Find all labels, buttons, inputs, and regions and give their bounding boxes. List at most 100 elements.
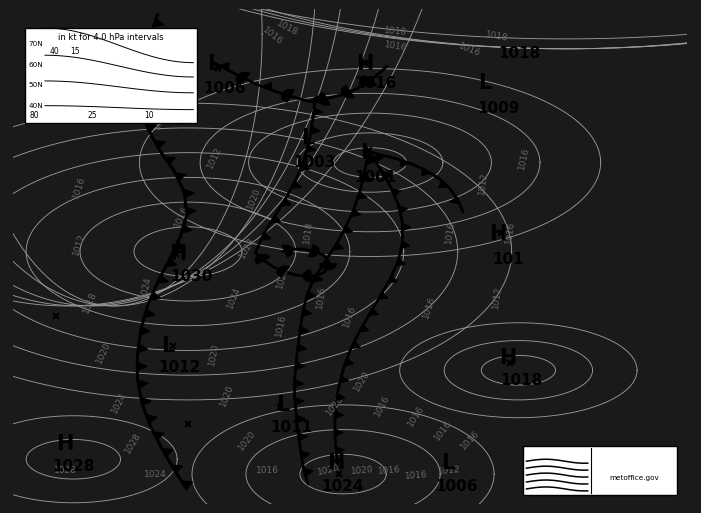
Text: 1016: 1016: [354, 76, 397, 91]
Polygon shape: [164, 157, 175, 164]
Text: L: L: [478, 73, 491, 93]
Polygon shape: [344, 359, 353, 366]
Polygon shape: [313, 108, 322, 115]
Text: 1020: 1020: [352, 369, 372, 393]
Polygon shape: [400, 160, 409, 167]
Wedge shape: [255, 254, 270, 264]
Wedge shape: [362, 76, 377, 87]
Polygon shape: [175, 173, 186, 181]
Polygon shape: [154, 141, 165, 148]
Text: 1020: 1020: [237, 429, 258, 452]
Polygon shape: [154, 19, 164, 27]
Polygon shape: [281, 199, 291, 206]
Wedge shape: [282, 90, 294, 102]
Text: 1006: 1006: [435, 479, 477, 494]
Text: L: L: [301, 128, 314, 148]
Polygon shape: [291, 181, 301, 188]
Polygon shape: [351, 342, 360, 348]
Polygon shape: [421, 169, 430, 175]
Text: 1016: 1016: [458, 429, 481, 452]
Text: 1028: 1028: [54, 466, 76, 475]
Text: 1020: 1020: [350, 465, 374, 476]
Wedge shape: [277, 266, 290, 277]
Text: 10: 10: [144, 111, 154, 120]
Polygon shape: [336, 447, 344, 454]
Text: 1016: 1016: [71, 175, 86, 200]
Text: 1016: 1016: [383, 40, 408, 53]
Text: 1020: 1020: [245, 186, 262, 210]
Text: H: H: [357, 54, 374, 74]
Text: 1016: 1016: [341, 304, 358, 328]
Polygon shape: [186, 207, 196, 215]
Text: 1016: 1016: [377, 465, 401, 476]
Wedge shape: [318, 93, 330, 105]
Polygon shape: [144, 309, 155, 318]
Wedge shape: [283, 245, 293, 256]
Polygon shape: [145, 124, 156, 132]
Text: 1018: 1018: [275, 18, 300, 37]
Polygon shape: [182, 225, 192, 233]
Polygon shape: [360, 325, 369, 332]
Text: 1012: 1012: [206, 145, 224, 170]
Polygon shape: [302, 309, 311, 317]
Polygon shape: [140, 327, 150, 335]
Polygon shape: [335, 429, 343, 436]
Text: 50N: 50N: [29, 83, 43, 88]
Polygon shape: [297, 344, 306, 352]
Text: 1024: 1024: [322, 479, 365, 494]
Text: 1016: 1016: [373, 393, 392, 418]
Text: 1016: 1016: [444, 221, 456, 245]
Polygon shape: [166, 259, 177, 267]
Text: 1012: 1012: [71, 232, 86, 256]
Text: 1011: 1011: [270, 420, 312, 435]
Polygon shape: [296, 362, 305, 370]
Text: 1001: 1001: [354, 170, 397, 185]
Text: 40: 40: [50, 47, 60, 56]
Text: 1016: 1016: [404, 469, 428, 481]
Polygon shape: [261, 233, 271, 240]
Polygon shape: [388, 276, 397, 283]
Wedge shape: [236, 72, 250, 84]
Polygon shape: [182, 481, 193, 489]
Text: 1024: 1024: [144, 469, 167, 479]
Polygon shape: [376, 153, 386, 161]
Text: metoffice.gov: metoffice.gov: [609, 475, 659, 481]
Polygon shape: [366, 156, 376, 164]
Text: 1018: 1018: [302, 221, 314, 245]
Text: H: H: [500, 348, 517, 368]
Text: 1016: 1016: [421, 294, 437, 319]
Polygon shape: [402, 224, 411, 231]
Text: 1016: 1016: [315, 285, 327, 309]
Text: 1009: 1009: [477, 101, 519, 116]
Text: 1030: 1030: [170, 269, 212, 284]
FancyBboxPatch shape: [523, 446, 677, 495]
Text: in kt for 4.0 hPa intervals: in kt for 4.0 hPa intervals: [58, 33, 163, 42]
Text: 1012: 1012: [158, 360, 200, 376]
Polygon shape: [336, 393, 345, 401]
Polygon shape: [322, 259, 332, 265]
Polygon shape: [369, 309, 379, 315]
Text: 1018: 1018: [82, 290, 99, 314]
Polygon shape: [137, 344, 148, 353]
Text: L: L: [441, 453, 454, 473]
Text: 1018: 1018: [498, 46, 541, 62]
Polygon shape: [154, 432, 164, 440]
Text: 1018: 1018: [484, 30, 509, 43]
Polygon shape: [294, 380, 304, 387]
Polygon shape: [342, 226, 353, 233]
Polygon shape: [148, 36, 158, 44]
Text: 70N: 70N: [29, 41, 43, 47]
Polygon shape: [358, 192, 367, 199]
Polygon shape: [299, 163, 309, 171]
Polygon shape: [298, 433, 308, 441]
Polygon shape: [262, 83, 272, 90]
Polygon shape: [362, 174, 372, 182]
Polygon shape: [297, 416, 306, 423]
Text: 1012: 1012: [477, 171, 489, 195]
Text: 1024: 1024: [226, 285, 243, 309]
Polygon shape: [150, 292, 161, 300]
Polygon shape: [313, 274, 322, 282]
Polygon shape: [162, 449, 173, 456]
Polygon shape: [137, 362, 147, 370]
Text: 40N: 40N: [29, 103, 43, 109]
